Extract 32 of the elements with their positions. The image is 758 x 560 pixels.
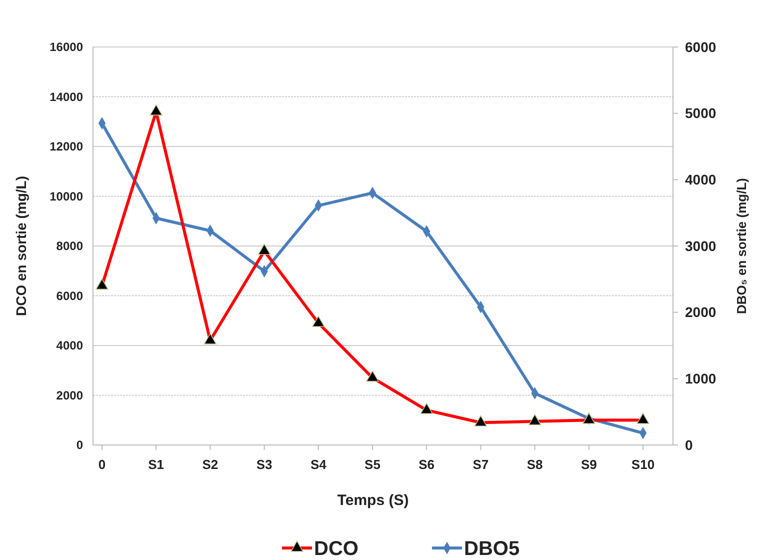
y-tick-label: 6000 — [56, 288, 84, 303]
x-tick-label: S7 — [472, 457, 489, 472]
x-tick-label: S2 — [202, 457, 218, 472]
y2-tick-label: 2000 — [685, 304, 716, 320]
x-tick-label: S10 — [631, 457, 655, 472]
y2-axis-title: DBO₅ en sortie (mg/L) — [734, 178, 749, 314]
y-tick-label: 4000 — [56, 338, 84, 353]
y2-tick-label: 6000 — [685, 38, 716, 55]
y2-tick-label: 4000 — [685, 172, 716, 188]
y-axis-title: DCO en sortie (mg/L) — [13, 176, 29, 316]
legend-label: DBO5 — [464, 538, 520, 560]
y-tick-label: 8000 — [56, 239, 84, 254]
x-tick-label: S5 — [364, 457, 380, 472]
x-tick-label: S4 — [310, 457, 328, 472]
x-tick-label: S6 — [418, 457, 435, 472]
x-tick-label: 0 — [98, 457, 106, 472]
x-tick-label: S1 — [148, 457, 164, 472]
y-tick-label: 0 — [76, 438, 84, 452]
y2-tick-label: 0 — [685, 436, 693, 453]
y-tick-label: 14000 — [50, 90, 84, 104]
y2-tick-label: 1000 — [685, 370, 716, 387]
x-tick-label: S8 — [526, 457, 543, 472]
x-tick-label: S3 — [256, 457, 272, 472]
legend-label: DCO — [314, 538, 358, 560]
y2-tick-label: 5000 — [685, 105, 716, 122]
y2-tick-label: 3000 — [685, 238, 716, 254]
y-tick-label: 12000 — [50, 140, 84, 154]
x-tick-label: S9 — [580, 457, 597, 472]
y-tick-label: 2000 — [56, 388, 84, 402]
y-tick-label: 16000 — [50, 40, 84, 54]
x-axis-title: Temps (S) — [337, 492, 409, 509]
y-tick-label: 10000 — [50, 189, 84, 204]
